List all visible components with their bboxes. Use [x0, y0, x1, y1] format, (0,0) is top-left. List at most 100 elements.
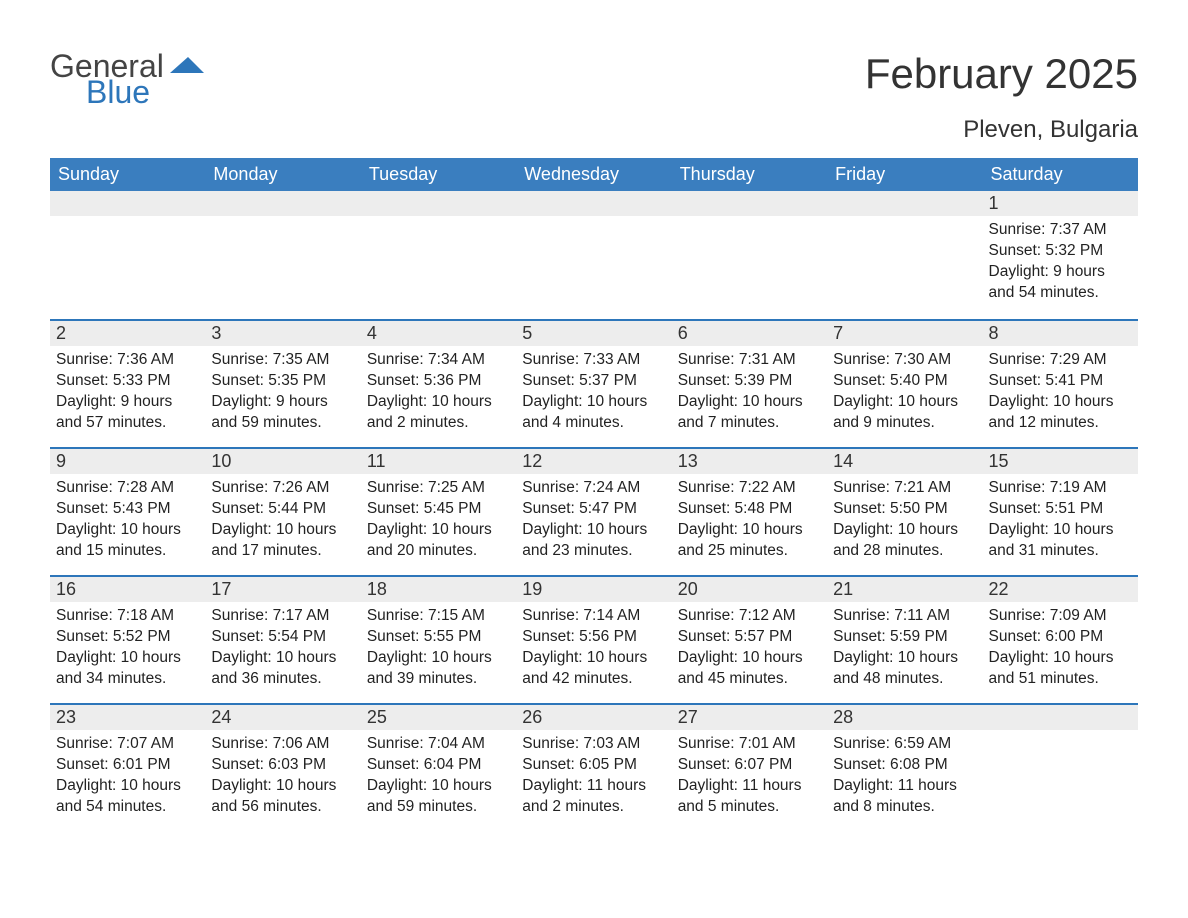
day-cell: 28Sunrise: 6:59 AMSunset: 6:08 PMDayligh…: [827, 703, 982, 831]
day-number: 2: [50, 319, 205, 346]
day-number: 24: [205, 703, 360, 730]
day-details: [50, 216, 205, 228]
day-cell: 4Sunrise: 7:34 AMSunset: 5:36 PMDaylight…: [361, 319, 516, 447]
day-number: 6: [672, 319, 827, 346]
day-details: Sunrise: 7:37 AMSunset: 5:32 PMDaylight:…: [983, 216, 1138, 312]
day-number: 11: [361, 447, 516, 474]
day-cell: 1Sunrise: 7:37 AMSunset: 5:32 PMDaylight…: [983, 191, 1138, 319]
week-row: 1Sunrise: 7:37 AMSunset: 5:32 PMDaylight…: [50, 191, 1138, 319]
day-cell: 3Sunrise: 7:35 AMSunset: 5:35 PMDaylight…: [205, 319, 360, 447]
day-cell: 16Sunrise: 7:18 AMSunset: 5:52 PMDayligh…: [50, 575, 205, 703]
day-cell: 12Sunrise: 7:24 AMSunset: 5:47 PMDayligh…: [516, 447, 671, 575]
week-row: 9Sunrise: 7:28 AMSunset: 5:43 PMDaylight…: [50, 447, 1138, 575]
weekday-header: Wednesday: [516, 158, 671, 191]
day-cell: [983, 703, 1138, 831]
calendar-body: 1Sunrise: 7:37 AMSunset: 5:32 PMDaylight…: [50, 191, 1138, 831]
day-number: [516, 191, 671, 216]
day-cell: 8Sunrise: 7:29 AMSunset: 5:41 PMDaylight…: [983, 319, 1138, 447]
day-details: [361, 216, 516, 228]
day-cell: [672, 191, 827, 319]
day-cell: 11Sunrise: 7:25 AMSunset: 5:45 PMDayligh…: [361, 447, 516, 575]
day-details: [672, 216, 827, 228]
day-cell: 21Sunrise: 7:11 AMSunset: 5:59 PMDayligh…: [827, 575, 982, 703]
day-cell: 6Sunrise: 7:31 AMSunset: 5:39 PMDaylight…: [672, 319, 827, 447]
weekday-header: Saturday: [983, 158, 1138, 191]
day-details: Sunrise: 7:25 AMSunset: 5:45 PMDaylight:…: [361, 474, 516, 570]
day-cell: 7Sunrise: 7:30 AMSunset: 5:40 PMDaylight…: [827, 319, 982, 447]
day-number: 17: [205, 575, 360, 602]
day-details: [983, 730, 1138, 742]
calendar-table: Sunday Monday Tuesday Wednesday Thursday…: [50, 158, 1138, 831]
day-number: 25: [361, 703, 516, 730]
day-cell: 23Sunrise: 7:07 AMSunset: 6:01 PMDayligh…: [50, 703, 205, 831]
day-cell: 22Sunrise: 7:09 AMSunset: 6:00 PMDayligh…: [983, 575, 1138, 703]
day-cell: [827, 191, 982, 319]
day-cell: 24Sunrise: 7:06 AMSunset: 6:03 PMDayligh…: [205, 703, 360, 831]
day-details: Sunrise: 7:14 AMSunset: 5:56 PMDaylight:…: [516, 602, 671, 698]
day-number: 19: [516, 575, 671, 602]
day-number: 26: [516, 703, 671, 730]
day-cell: 25Sunrise: 7:04 AMSunset: 6:04 PMDayligh…: [361, 703, 516, 831]
day-number: [361, 191, 516, 216]
day-number: [50, 191, 205, 216]
day-details: Sunrise: 7:06 AMSunset: 6:03 PMDaylight:…: [205, 730, 360, 826]
day-cell: [50, 191, 205, 319]
day-cell: 17Sunrise: 7:17 AMSunset: 5:54 PMDayligh…: [205, 575, 360, 703]
day-details: Sunrise: 7:33 AMSunset: 5:37 PMDaylight:…: [516, 346, 671, 442]
day-number: [983, 703, 1138, 730]
location-label: Pleven, Bulgaria: [865, 116, 1138, 144]
day-number: 7: [827, 319, 982, 346]
title-block: February 2025 Pleven, Bulgaria: [865, 50, 1138, 150]
day-details: Sunrise: 7:12 AMSunset: 5:57 PMDaylight:…: [672, 602, 827, 698]
day-cell: 2Sunrise: 7:36 AMSunset: 5:33 PMDaylight…: [50, 319, 205, 447]
day-number: [827, 191, 982, 216]
day-number: 20: [672, 575, 827, 602]
day-details: [205, 216, 360, 228]
weekday-header-row: Sunday Monday Tuesday Wednesday Thursday…: [50, 158, 1138, 191]
day-details: Sunrise: 7:26 AMSunset: 5:44 PMDaylight:…: [205, 474, 360, 570]
day-details: Sunrise: 7:21 AMSunset: 5:50 PMDaylight:…: [827, 474, 982, 570]
day-details: Sunrise: 7:03 AMSunset: 6:05 PMDaylight:…: [516, 730, 671, 826]
day-number: 14: [827, 447, 982, 474]
week-row: 23Sunrise: 7:07 AMSunset: 6:01 PMDayligh…: [50, 703, 1138, 831]
day-cell: 13Sunrise: 7:22 AMSunset: 5:48 PMDayligh…: [672, 447, 827, 575]
day-details: [827, 216, 982, 228]
week-row: 16Sunrise: 7:18 AMSunset: 5:52 PMDayligh…: [50, 575, 1138, 703]
day-number: 10: [205, 447, 360, 474]
day-number: 13: [672, 447, 827, 474]
logo: General Blue: [50, 50, 204, 108]
day-details: Sunrise: 7:07 AMSunset: 6:01 PMDaylight:…: [50, 730, 205, 826]
day-details: Sunrise: 7:24 AMSunset: 5:47 PMDaylight:…: [516, 474, 671, 570]
day-number: 22: [983, 575, 1138, 602]
day-number: [672, 191, 827, 216]
day-number: 15: [983, 447, 1138, 474]
logo-flag-icon: [170, 64, 204, 81]
day-number: 23: [50, 703, 205, 730]
day-number: 28: [827, 703, 982, 730]
day-details: Sunrise: 7:31 AMSunset: 5:39 PMDaylight:…: [672, 346, 827, 442]
day-number: 27: [672, 703, 827, 730]
day-cell: [361, 191, 516, 319]
day-details: Sunrise: 7:22 AMSunset: 5:48 PMDaylight:…: [672, 474, 827, 570]
day-details: Sunrise: 7:11 AMSunset: 5:59 PMDaylight:…: [827, 602, 982, 698]
day-number: 5: [516, 319, 671, 346]
day-details: Sunrise: 7:29 AMSunset: 5:41 PMDaylight:…: [983, 346, 1138, 442]
day-details: Sunrise: 7:18 AMSunset: 5:52 PMDaylight:…: [50, 602, 205, 698]
day-details: Sunrise: 7:30 AMSunset: 5:40 PMDaylight:…: [827, 346, 982, 442]
day-number: 12: [516, 447, 671, 474]
day-number: 8: [983, 319, 1138, 346]
weekday-header: Sunday: [50, 158, 205, 191]
day-cell: 18Sunrise: 7:15 AMSunset: 5:55 PMDayligh…: [361, 575, 516, 703]
weekday-header: Thursday: [672, 158, 827, 191]
day-number: [205, 191, 360, 216]
day-cell: 27Sunrise: 7:01 AMSunset: 6:07 PMDayligh…: [672, 703, 827, 831]
day-cell: [516, 191, 671, 319]
day-number: 21: [827, 575, 982, 602]
day-details: Sunrise: 7:04 AMSunset: 6:04 PMDaylight:…: [361, 730, 516, 826]
weekday-header: Friday: [827, 158, 982, 191]
day-cell: 10Sunrise: 7:26 AMSunset: 5:44 PMDayligh…: [205, 447, 360, 575]
day-details: Sunrise: 7:35 AMSunset: 5:35 PMDaylight:…: [205, 346, 360, 442]
day-cell: 15Sunrise: 7:19 AMSunset: 5:51 PMDayligh…: [983, 447, 1138, 575]
day-number: 4: [361, 319, 516, 346]
day-details: Sunrise: 6:59 AMSunset: 6:08 PMDaylight:…: [827, 730, 982, 826]
